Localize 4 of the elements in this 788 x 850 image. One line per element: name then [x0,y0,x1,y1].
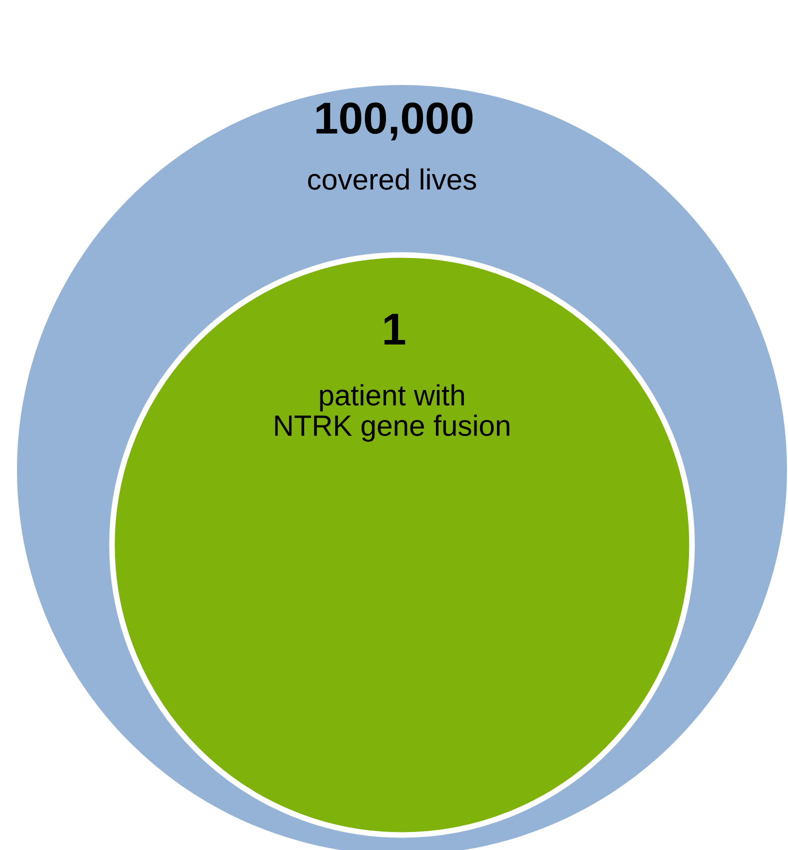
data-label: 1 [384,314,406,344]
data-label: 100,000 [316,102,473,140]
category-label: covered lives [308,168,476,190]
category-label: patient with NTRK gene fusion [275,384,510,442]
